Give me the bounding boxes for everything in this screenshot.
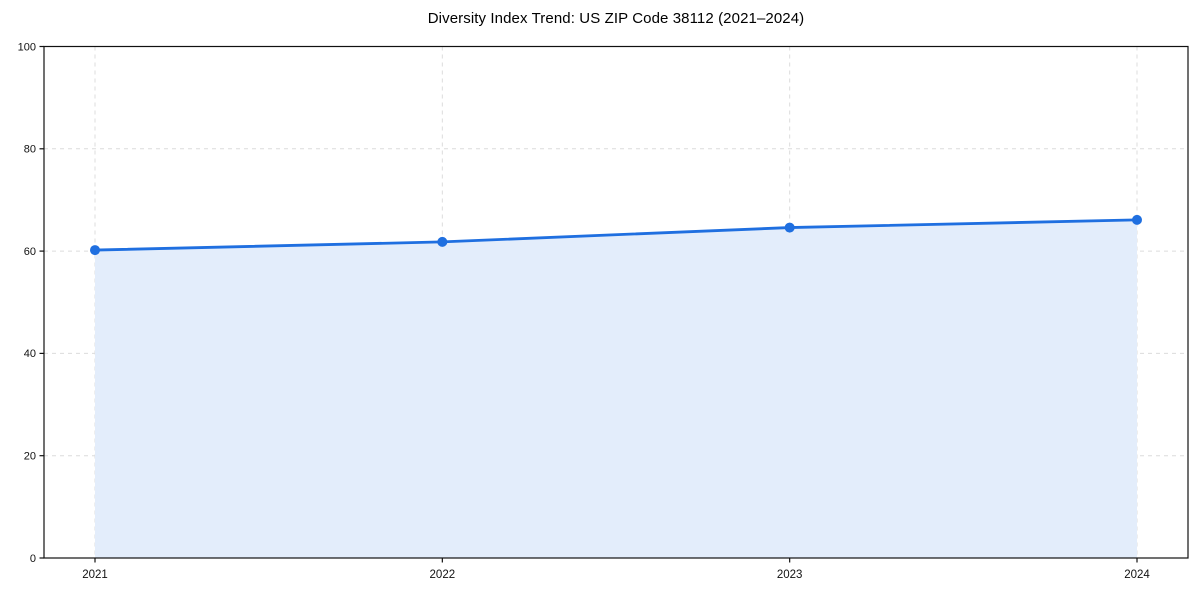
- x-tick-label: 2021: [82, 569, 108, 581]
- area-fill: [95, 219, 1137, 558]
- y-tick-label: 100: [18, 41, 36, 53]
- y-tick-label: 20: [24, 451, 36, 463]
- data-point: [784, 222, 795, 233]
- plot-border: [43, 45, 1189, 559]
- y-tick-label: 40: [24, 348, 36, 360]
- x-tick-label: 2023: [777, 569, 803, 581]
- x-tick-label: 2022: [430, 569, 456, 581]
- chart-title: Diversity Index Trend: US ZIP Code 38112…: [427, 10, 805, 27]
- data-point: [90, 245, 100, 256]
- data-point: [1132, 214, 1142, 225]
- data-point: [437, 236, 448, 247]
- y-tick-label: 0: [30, 553, 36, 565]
- trend-line: [93, 218, 1139, 252]
- y-tick-label: 60: [24, 246, 36, 258]
- y-tick-label: 80: [24, 144, 36, 156]
- x-tick-label: 2024: [1124, 569, 1150, 581]
